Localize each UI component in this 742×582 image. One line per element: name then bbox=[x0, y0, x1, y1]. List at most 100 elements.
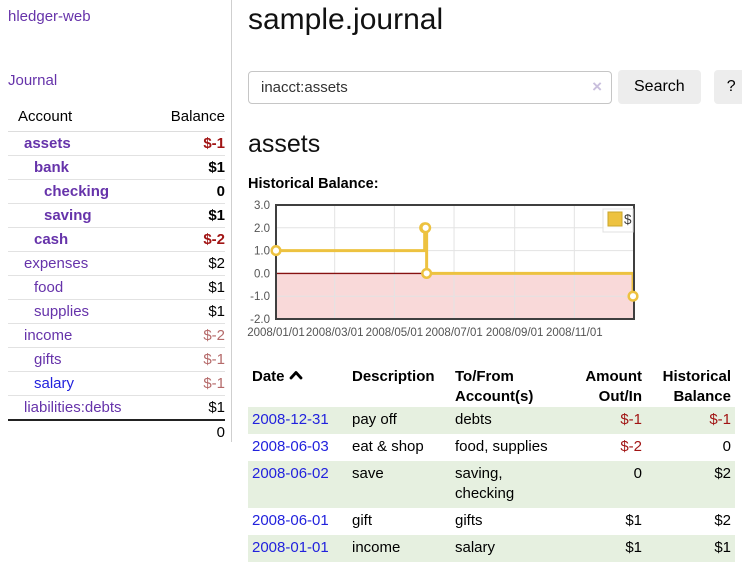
date-column-header: Date bbox=[252, 368, 285, 385]
main-content: sample.journal × Search ? assets Histori… bbox=[247, 0, 742, 562]
historical-balance-chart: $3.0 2.0 1.0 0.0 -1.0 -2.0 2008/01/01 2008/03/0… bbox=[247, 200, 735, 341]
account-balance: $1 bbox=[154, 395, 225, 420]
accounts-total-value: 0 bbox=[154, 419, 225, 444]
legend-label: $ bbox=[624, 212, 632, 227]
accounts-total-row: 0 bbox=[8, 419, 225, 444]
sidebar-account-link[interactable]: bank bbox=[34, 159, 70, 176]
transaction-description: eat & shop bbox=[352, 438, 424, 455]
accounts-table: Account Balance assets $-1 bank $1 checking 0… bbox=[8, 104, 225, 444]
account-heading: assets bbox=[248, 130, 321, 158]
sidebar-account-link[interactable]: salary bbox=[34, 375, 75, 392]
account-balance: $1 bbox=[154, 203, 225, 228]
sidebar-account-link[interactable]: supplies bbox=[34, 303, 90, 320]
sidebar-account-link[interactable]: food bbox=[34, 279, 64, 296]
x-axis-tick-label: 2008/09/01 bbox=[486, 327, 544, 339]
transaction-accounts: salary bbox=[455, 539, 496, 556]
transaction-amount: 0 bbox=[633, 465, 642, 482]
transaction-accounts: food, supplies bbox=[455, 438, 548, 455]
account-row: bank $1 bbox=[8, 155, 225, 180]
data-point-marker bbox=[627, 290, 639, 302]
sidebar-account-link[interactable]: gifts bbox=[34, 351, 62, 368]
register-header-row: Date Description To/From Account(s) Amou… bbox=[248, 367, 735, 407]
transaction-description: save bbox=[352, 465, 384, 482]
transaction-date-link[interactable]: 2008-06-01 bbox=[252, 512, 329, 529]
transaction-description: pay off bbox=[352, 411, 397, 428]
help-button[interactable]: ? bbox=[713, 70, 742, 104]
transaction-row: 2008-06-03 eat & shop food, supplies $-2 0 bbox=[248, 434, 735, 461]
accounts-column-header: To/From Account(s) bbox=[455, 368, 534, 405]
y-axis-tick-label: 2.0 bbox=[254, 223, 270, 235]
account-row: salary $-1 bbox=[8, 371, 225, 396]
data-point-marker bbox=[421, 267, 433, 279]
search-input[interactable] bbox=[248, 70, 612, 104]
sidebar-account-link[interactable]: checking bbox=[44, 183, 110, 200]
account-balance: $-1 bbox=[154, 131, 225, 156]
transaction-balance: $-1 bbox=[709, 411, 731, 428]
search-form: × Search ? bbox=[248, 70, 742, 104]
account-balance: $-2 bbox=[154, 323, 225, 348]
transaction-date-link[interactable]: 2008-06-03 bbox=[252, 438, 329, 455]
account-balance: $-2 bbox=[154, 227, 225, 252]
account-row: food $1 bbox=[8, 275, 225, 300]
account-row: gifts $-1 bbox=[8, 347, 225, 372]
sidebar-account-link[interactable]: saving bbox=[44, 207, 92, 224]
nav-journal-link[interactable]: Journal bbox=[8, 72, 58, 89]
accounts-header-account: Account bbox=[18, 108, 73, 125]
transaction-amount: $1 bbox=[625, 512, 642, 529]
transaction-date-link[interactable]: 2008-12-31 bbox=[252, 411, 329, 428]
nav: Journal bbox=[8, 72, 225, 90]
amount-column-header: Amount Out/In bbox=[585, 368, 642, 405]
y-axis-tick-label: 3.0 bbox=[254, 200, 270, 212]
search-box: × bbox=[248, 70, 612, 104]
sidebar: hledger-web Journal Account Balance asse… bbox=[0, 0, 232, 444]
transaction-balance: $1 bbox=[714, 539, 731, 556]
x-axis-tick-label: 2008/01/01 bbox=[247, 327, 305, 339]
accounts-header-balance: Balance bbox=[170, 108, 225, 125]
y-axis-tick-label: 1.0 bbox=[254, 246, 270, 258]
account-balance: $1 bbox=[154, 299, 225, 324]
account-balance: $-1 bbox=[154, 371, 225, 396]
clear-search-icon[interactable]: × bbox=[592, 76, 602, 96]
y-axis-tick-label: 0.0 bbox=[254, 268, 270, 280]
x-axis-tick-label: 2008/11/01 bbox=[546, 327, 603, 339]
app-brand: hledger-web bbox=[8, 8, 225, 26]
transaction-description: income bbox=[352, 539, 401, 556]
account-row: liabilities:debts $1 bbox=[8, 395, 225, 420]
x-axis-tick-label: 2008/05/01 bbox=[366, 327, 424, 339]
transaction-date-link[interactable]: 2008-01-01 bbox=[252, 539, 329, 556]
account-row: supplies $1 bbox=[8, 299, 225, 324]
balance-column-header: Historical Balance bbox=[662, 368, 731, 405]
sidebar-account-link[interactable]: assets bbox=[24, 135, 71, 152]
search-button[interactable]: Search bbox=[618, 70, 701, 104]
transaction-date-link[interactable]: 2008-06-02 bbox=[252, 465, 329, 482]
sidebar-account-link[interactable]: income bbox=[24, 327, 73, 344]
account-balance: 0 bbox=[154, 179, 225, 204]
transaction-amount: $-1 bbox=[620, 411, 642, 428]
page-title: sample.journal bbox=[248, 3, 444, 36]
transaction-row: 2008-06-01 gift gifts $1 $2 bbox=[248, 508, 735, 535]
sidebar-account-link[interactable]: liabilities:debts bbox=[24, 399, 122, 416]
sidebar-account-link[interactable]: cash bbox=[34, 231, 69, 248]
data-point-marker bbox=[270, 245, 282, 257]
transaction-balance: $2 bbox=[714, 512, 731, 529]
account-row: assets $-1 bbox=[8, 131, 225, 156]
account-row: income $-2 bbox=[8, 323, 225, 348]
sort-ascending-icon bbox=[289, 371, 302, 380]
transaction-accounts: gifts bbox=[455, 512, 483, 529]
transaction-description: gift bbox=[352, 512, 373, 529]
legend-swatch-icon bbox=[607, 211, 623, 227]
y-axis-tick-label: -1.0 bbox=[250, 291, 270, 303]
transaction-amount: $1 bbox=[625, 539, 642, 556]
chart-title: Historical Balance: bbox=[248, 176, 379, 192]
x-axis-tick-label: 2008/07/01 bbox=[425, 327, 483, 339]
sidebar-account-link[interactable]: expenses bbox=[24, 255, 89, 272]
sort-by-date[interactable]: Date bbox=[252, 368, 303, 385]
account-balance: $1 bbox=[154, 275, 225, 300]
transaction-row: 2008-06-02 save saving, checking 0 $2 bbox=[248, 461, 735, 508]
account-row: saving $1 bbox=[8, 203, 225, 228]
transaction-row: 2008-12-31 pay off debts $-1 $-1 bbox=[248, 407, 735, 434]
account-row: cash $-2 bbox=[8, 227, 225, 252]
data-point-marker bbox=[420, 222, 432, 234]
app-title-link[interactable]: hledger-web bbox=[8, 8, 91, 25]
